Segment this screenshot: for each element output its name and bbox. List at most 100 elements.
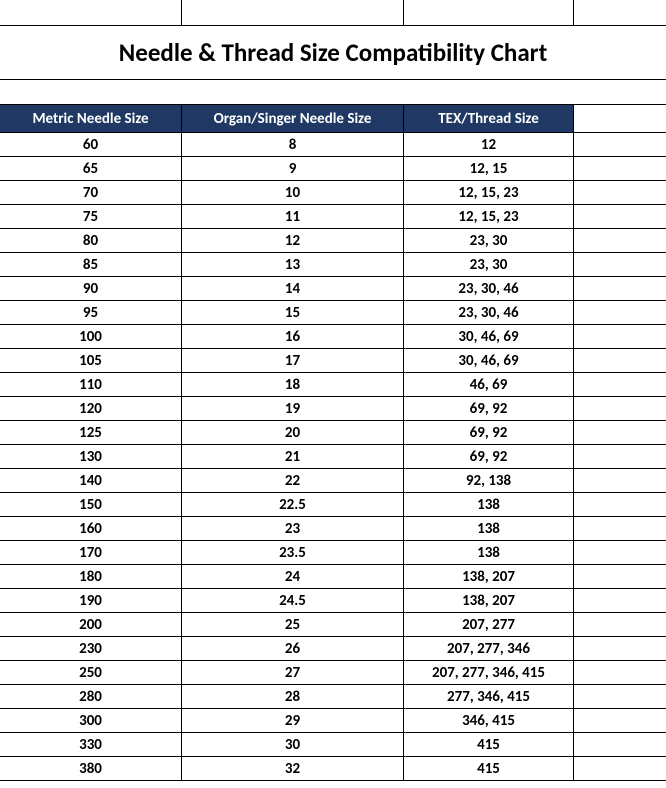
table-cell: 130 [0,445,182,468]
table-cell: 170 [0,541,182,564]
row-spacer [574,181,666,204]
row-spacer [574,373,666,396]
row-spacer [574,133,666,156]
table-cell: 11 [182,205,404,228]
table-cell: 415 [404,757,574,780]
table-cell: 19 [182,397,404,420]
table-cell: 250 [0,661,182,684]
table-cell: 277, 346, 415 [404,685,574,708]
row-spacer [574,253,666,276]
table-row: 701012, 15, 23 [0,181,666,205]
table-cell: 92, 138 [404,469,574,492]
table-row: 1201969, 92 [0,397,666,421]
table-cell: 23.5 [182,541,404,564]
table-cell: 280 [0,685,182,708]
table-cell: 9 [182,157,404,180]
table-row: 801223, 30 [0,229,666,253]
table-cell: 95 [0,301,182,324]
row-spacer [574,349,666,372]
row-spacer [574,277,666,300]
header-spacer [574,105,666,132]
table-cell: 8 [182,133,404,156]
table-cell: 30, 46, 69 [404,349,574,372]
row-spacer [574,613,666,636]
table-cell: 12, 15 [404,157,574,180]
table-row: 1001630, 46, 69 [0,325,666,349]
table-row: 30029346, 415 [0,709,666,733]
row-spacer [574,493,666,516]
table-cell: 23 [182,517,404,540]
table-cell: 138, 207 [404,589,574,612]
table-cell: 300 [0,709,182,732]
table-cell: 105 [0,349,182,372]
table-cell: 160 [0,517,182,540]
table-cell: 207, 277, 346, 415 [404,661,574,684]
table-cell: 18 [182,373,404,396]
table-cell: 100 [0,325,182,348]
row-spacer [574,301,666,324]
table-row: 17023.5138 [0,541,666,565]
table-row: 16023138 [0,517,666,541]
table-cell: 120 [0,397,182,420]
table-cell: 13 [182,253,404,276]
table-cell: 14 [182,277,404,300]
table-cell: 23, 30, 46 [404,301,574,324]
row-spacer [574,637,666,660]
table-cell: 12, 15, 23 [404,205,574,228]
row-spacer [574,469,666,492]
table-row: 23026207, 277, 346 [0,637,666,661]
row-spacer [574,661,666,684]
table-cell: 22.5 [182,493,404,516]
table-cell: 346, 415 [404,709,574,732]
spreadsheet: Needle & Thread Size Compatibility Chart… [0,0,666,781]
table-cell: 15 [182,301,404,324]
table-cell: 90 [0,277,182,300]
header-metric: Metric Needle Size [0,105,182,132]
table-row: 1051730, 46, 69 [0,349,666,373]
table-cell: 12, 15, 23 [404,181,574,204]
table-cell: 27 [182,661,404,684]
table-cell: 20 [182,421,404,444]
table-cell: 85 [0,253,182,276]
row-spacer [574,445,666,468]
table-cell: 26 [182,637,404,660]
table-row: 15022.5138 [0,493,666,517]
table-row: 18024138, 207 [0,565,666,589]
row-spacer [574,157,666,180]
row-spacer [574,685,666,708]
table-row: 951523, 30, 46 [0,301,666,325]
table-cell: 30, 46, 69 [404,325,574,348]
table-row: 851323, 30 [0,253,666,277]
table-cell: 24.5 [182,589,404,612]
row-spacer [574,325,666,348]
table-cell: 138, 207 [404,565,574,588]
header-organ-singer: Organ/Singer Needle Size [182,105,404,132]
table-cell: 380 [0,757,182,780]
table-cell: 65 [0,157,182,180]
table-row: 1302169, 92 [0,445,666,469]
row-spacer [574,757,666,780]
table-header-row: Metric Needle Size Organ/Singer Needle S… [0,105,666,133]
chart-title: Needle & Thread Size Compatibility Chart [0,26,666,80]
table-cell: 22 [182,469,404,492]
row-spacer [574,397,666,420]
table-cell: 21 [182,445,404,468]
header-tex-thread: TEX/Thread Size [404,105,574,132]
table-cell: 17 [182,349,404,372]
table-row: 38032415 [0,757,666,781]
table-row: 1252069, 92 [0,421,666,445]
table-cell: 28 [182,685,404,708]
table-cell: 69, 92 [404,445,574,468]
row-spacer [574,565,666,588]
table-cell: 138 [404,517,574,540]
table-cell: 138 [404,493,574,516]
table-row: 65912, 15 [0,157,666,181]
table-cell: 10 [182,181,404,204]
row-spacer [574,517,666,540]
row-spacer [574,421,666,444]
table-cell: 125 [0,421,182,444]
empty-top-row [0,0,666,26]
blank-row [0,80,666,105]
table-body: 6081265912, 15701012, 15, 23751112, 15, … [0,133,666,781]
table-cell: 46, 69 [404,373,574,396]
